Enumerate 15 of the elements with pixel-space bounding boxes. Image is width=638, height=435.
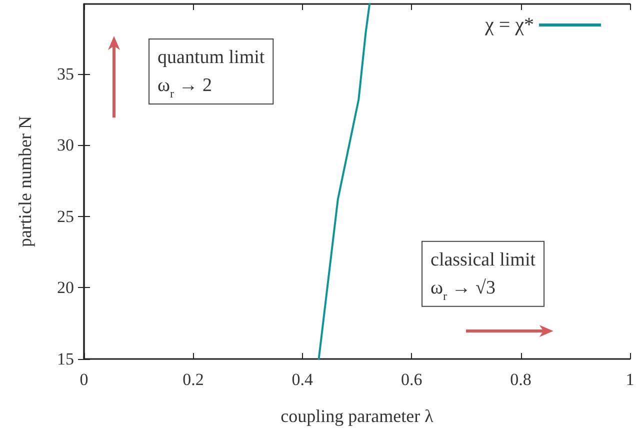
legend-label: χ = χ* xyxy=(484,14,534,36)
y-tick-label: 20 xyxy=(57,278,74,298)
x-tick-label: 0 xyxy=(80,370,88,389)
x-tick-label: 0.6 xyxy=(400,370,422,389)
x-tick-label: 1 xyxy=(626,370,634,389)
y-tick-label: 35 xyxy=(57,64,74,84)
x-tick-label: 0.4 xyxy=(292,370,314,389)
x-axis-title: coupling parameter λ xyxy=(280,406,434,426)
y-tick-label: 25 xyxy=(57,206,74,226)
x-tick-label: 0.8 xyxy=(510,370,532,389)
y-axis-title: particle number N xyxy=(15,116,35,247)
x-tick-label: 0.2 xyxy=(182,370,204,389)
line-series xyxy=(318,3,371,360)
y-tick-label: 30 xyxy=(57,136,74,155)
y-tick-label: 15 xyxy=(57,350,74,368)
